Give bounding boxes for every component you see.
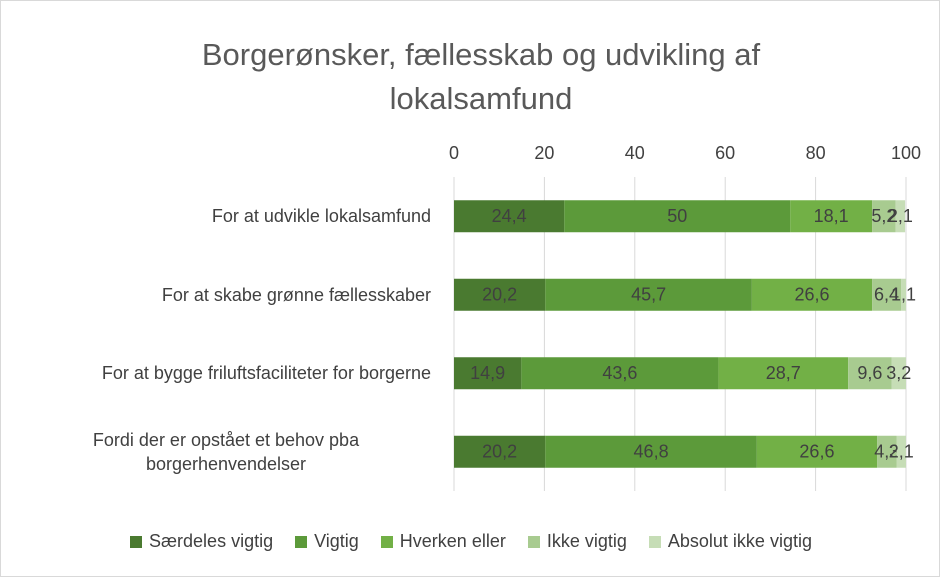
legend-item: Særdeles vigtig bbox=[130, 531, 273, 552]
data-label: 6,4 bbox=[874, 285, 899, 305]
category-label: For at udvikle lokalsamfund bbox=[211, 206, 431, 227]
bar-segment bbox=[545, 278, 752, 311]
bar-segment bbox=[891, 357, 906, 390]
x-tick-label: 100 bbox=[891, 143, 921, 163]
legend-label: Hverken eller bbox=[399, 531, 506, 551]
data-label: 1,1 bbox=[891, 285, 916, 305]
bar-segment bbox=[872, 278, 902, 311]
bar-segment bbox=[790, 200, 873, 233]
bar-segment bbox=[848, 357, 892, 390]
data-label: 50 bbox=[667, 206, 687, 226]
data-label: 14,9 bbox=[470, 363, 505, 383]
data-label: 18,1 bbox=[814, 206, 849, 226]
legend-swatch bbox=[130, 535, 143, 548]
bar-segment bbox=[896, 435, 906, 468]
legend-label: Vigtig bbox=[314, 531, 359, 551]
data-label: 5,2 bbox=[871, 206, 896, 226]
bar-segment bbox=[901, 278, 906, 311]
legend-item: Absolut ikke vigtig bbox=[648, 531, 812, 552]
x-tick-label: 80 bbox=[806, 143, 826, 163]
bar-segment bbox=[454, 435, 546, 468]
category-label: For at bygge friluftsfaciliteter for bor… bbox=[101, 363, 431, 384]
bar-segment bbox=[454, 200, 565, 233]
bar-segment bbox=[564, 200, 791, 233]
data-label: 4,3 bbox=[874, 442, 899, 462]
legend-item: Hverken eller bbox=[380, 531, 506, 552]
chart-title: Borgerønsker, fællesskab og udvikling af… bbox=[201, 37, 761, 116]
data-label: 9,6 bbox=[857, 363, 882, 383]
bar-segment bbox=[877, 435, 897, 468]
x-tick-label: 60 bbox=[715, 143, 735, 163]
data-label: 46,8 bbox=[634, 442, 669, 462]
data-label: 24,4 bbox=[492, 206, 527, 226]
bar-segment bbox=[521, 357, 719, 390]
data-label: 26,6 bbox=[799, 442, 834, 462]
category-label: For at skabe grønne fællesskaber bbox=[161, 284, 431, 305]
legend-swatch bbox=[527, 535, 540, 548]
bar-segment bbox=[872, 200, 896, 233]
x-tick-label: 20 bbox=[534, 143, 554, 163]
legend-label: Absolut ikke vigtig bbox=[667, 531, 812, 551]
bar-segment bbox=[454, 357, 522, 390]
data-label: 45,7 bbox=[631, 285, 666, 305]
data-label: 20,2 bbox=[482, 442, 517, 462]
legend-swatch bbox=[380, 535, 393, 548]
legend-label: Særdeles vigtig bbox=[149, 531, 274, 551]
data-label: 26,6 bbox=[794, 285, 829, 305]
bar-segment bbox=[756, 435, 878, 468]
data-label: 2,1 bbox=[889, 442, 914, 462]
legend-item: Ikke vigtig bbox=[527, 531, 627, 552]
bar-segment bbox=[454, 278, 546, 311]
data-label: 3,2 bbox=[886, 363, 911, 383]
bar-segment bbox=[545, 435, 757, 468]
data-label: 20,2 bbox=[482, 285, 517, 305]
legend-swatch bbox=[295, 535, 308, 548]
x-tick-label: 0 bbox=[449, 143, 459, 163]
legend: Særdeles vigtig Vigtig Hverken eller Ikke v… bbox=[1, 531, 939, 552]
category-label: Fordi der er opstået et behov pba borger… bbox=[92, 429, 360, 474]
data-label: 43,6 bbox=[602, 363, 637, 383]
legend-item: Vigtig bbox=[295, 531, 359, 552]
legend-swatch bbox=[648, 535, 661, 548]
legend-label: Ikke vigtig bbox=[546, 531, 627, 551]
data-label: 2,1 bbox=[888, 206, 913, 226]
bar-segment bbox=[895, 200, 906, 233]
bar-segment bbox=[718, 357, 849, 390]
data-label: 28,7 bbox=[766, 363, 801, 383]
x-tick-label: 40 bbox=[625, 143, 645, 163]
bar-segment bbox=[751, 278, 873, 311]
